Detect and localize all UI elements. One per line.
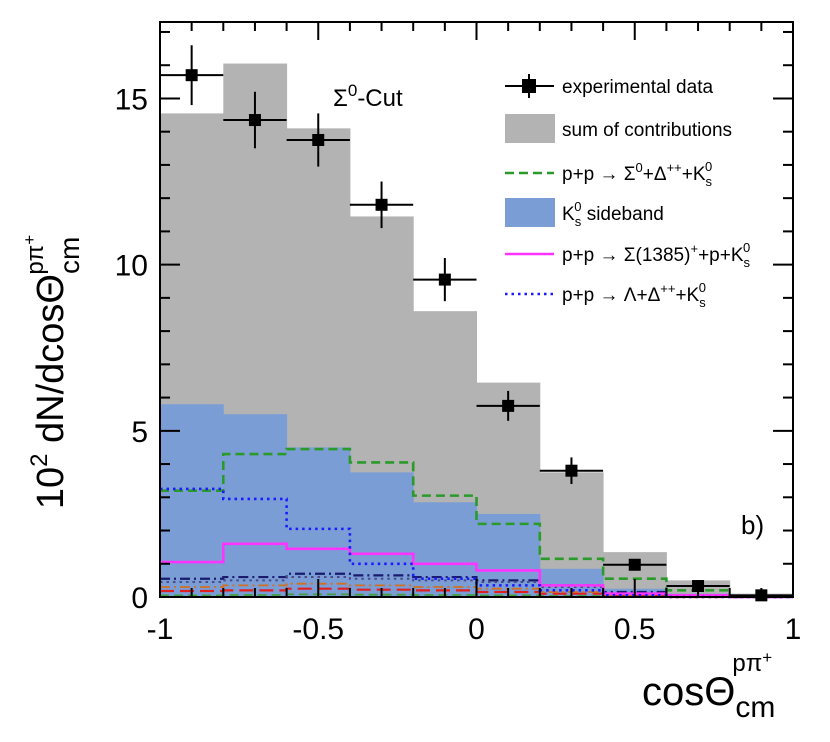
legend-item-sigma0-delta: p+p → Σ0+Δ+++Ks0 — [505, 159, 713, 189]
x-tick-label: 0 — [468, 613, 485, 646]
data-point-0 — [185, 69, 198, 82]
y-tick-label: 5 — [131, 416, 148, 449]
sideband-bar-bin-0 — [160, 404, 224, 597]
data-points — [160, 45, 793, 602]
x-tick-label: -0.5 — [292, 613, 344, 646]
svg-text:102 dN/dcosΘcmpπ+: 102 dN/dcosΘcmpπ+ — [20, 235, 85, 509]
x-axis-title: cosΘcmpπ+ — [642, 648, 775, 724]
x-tick-label: 1 — [785, 613, 802, 646]
legend-label-sum: sum of contributions — [562, 120, 732, 141]
y-tick-label: 0 — [131, 582, 148, 615]
data-point-8 — [692, 580, 705, 593]
data-point-6 — [565, 464, 578, 477]
legend-item-ks-sideband: Ks0 sideband — [505, 198, 664, 229]
sideband-bar-bin-1 — [223, 414, 288, 597]
svg-text:p+p → Σ(1385)++p+Ks0: p+p → Σ(1385)++p+Ks0 — [562, 240, 751, 270]
x-tick-label: 0.5 — [614, 613, 656, 646]
legend-item-sigma1385: p+p → Σ(1385)++p+Ks0 — [505, 240, 751, 270]
y-tick-label: 10 — [115, 250, 148, 283]
svg-text:p+p → Σ0+Δ+++Ks0: p+p → Σ0+Δ+++Ks0 — [562, 159, 713, 189]
x-tick-label: -1 — [147, 613, 174, 646]
sideband-bar-bin-4 — [413, 502, 477, 597]
data-point-1 — [248, 114, 261, 127]
legend-item-lambda-delta: p+p → Λ+Δ+++Ks0 — [505, 280, 706, 310]
sideband-bar-bin-5 — [476, 513, 541, 597]
data-point-5 — [502, 399, 515, 412]
data-point-4 — [438, 273, 451, 286]
data-point-7 — [628, 558, 641, 571]
svg-text:Ks0 sideband: Ks0 sideband — [562, 199, 664, 229]
legend-label-experimental-data: experimental data — [562, 77, 713, 98]
y-tick-label: 15 — [115, 83, 148, 116]
panel-label: b) — [741, 510, 764, 540]
svg-text:p+p → Λ+Δ+++Ks0: p+p → Λ+Δ+++Ks0 — [562, 280, 706, 310]
data-point-2 — [312, 133, 325, 146]
legend-item-experimental-data: experimental data — [505, 74, 713, 98]
legend-item-sum: sum of contributions — [505, 114, 732, 143]
cut-annotation: Σ0-Cut — [333, 81, 403, 112]
y-axis-title: 102 dN/dcosΘcmpπ+ — [20, 235, 85, 509]
data-point-3 — [375, 198, 388, 211]
legend: experimental data sum of contributions p… — [505, 74, 751, 310]
sideband-bar-bin-2 — [286, 447, 351, 597]
